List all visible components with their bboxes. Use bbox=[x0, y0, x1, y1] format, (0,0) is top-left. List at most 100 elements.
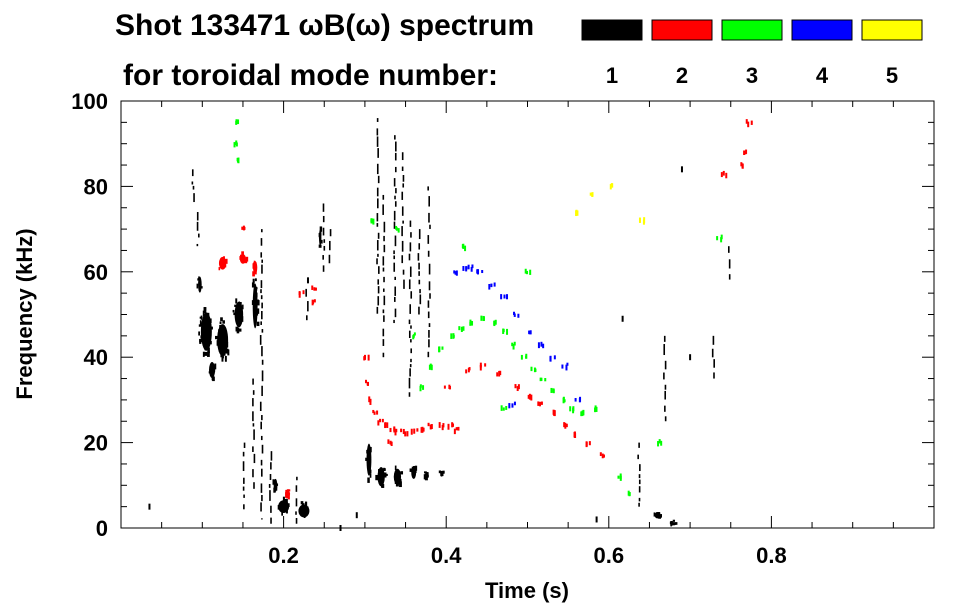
series-1-blob-1-speck bbox=[222, 348, 225, 355]
y-tick-label: 20 bbox=[84, 431, 108, 456]
series-1-streak-4 bbox=[261, 494, 263, 502]
series-3-point-0 bbox=[422, 385, 425, 390]
series-1-streak-4 bbox=[260, 483, 263, 493]
series-2-point-34 bbox=[722, 170, 725, 176]
series-4-point-3 bbox=[476, 269, 479, 274]
series-2-point-35 bbox=[743, 150, 746, 156]
series-1-blob-1-speck bbox=[219, 325, 222, 331]
series-1-streak-18 bbox=[664, 405, 666, 412]
series-2-point-4 bbox=[379, 418, 382, 423]
series-1-blob-2-speck bbox=[237, 305, 240, 311]
series-2-point-17 bbox=[484, 363, 487, 367]
series-4-point-7 bbox=[529, 330, 532, 335]
series-3-point-1 bbox=[429, 363, 432, 369]
series-1-blob-0-speck bbox=[206, 318, 209, 322]
series-3-point-14 bbox=[563, 399, 566, 403]
legend: 1 2 3 4 5 bbox=[581, 19, 923, 88]
series-1-streak-13 bbox=[401, 166, 404, 172]
series-1-streak-15 bbox=[418, 243, 421, 250]
series-1-blob-2-speck bbox=[239, 301, 242, 307]
series-1-streak-15 bbox=[419, 294, 422, 305]
series-1-streak-4 bbox=[259, 401, 262, 412]
series-1-blob-1-speck bbox=[221, 334, 224, 339]
series-3-point-23 bbox=[500, 405, 503, 411]
series-1-streak-15 bbox=[417, 253, 420, 261]
series-2-point-13 bbox=[452, 423, 455, 427]
series-1-streak-12 bbox=[394, 276, 396, 280]
series-3-point-6 bbox=[482, 316, 485, 321]
series-1-dot-6 bbox=[680, 166, 683, 173]
series-1-streak-14 bbox=[408, 377, 411, 389]
series-1-streak-13 bbox=[401, 191, 404, 200]
series-2-point-3 bbox=[373, 411, 376, 415]
series-2-point-16 bbox=[468, 367, 471, 371]
y-tick-label: 0 bbox=[96, 516, 108, 541]
series-1-blob-12-speck bbox=[395, 482, 399, 487]
series-2-point-10 bbox=[422, 427, 425, 432]
series-1-streak-4 bbox=[260, 435, 263, 441]
series-1-blob-17-speck bbox=[671, 521, 674, 524]
series-3-point-10 bbox=[525, 355, 528, 359]
series-1-streak-8 bbox=[323, 245, 326, 251]
series-1-streak-5 bbox=[268, 483, 271, 488]
series-1-streak-10 bbox=[377, 175, 380, 184]
series-1-streak-16 bbox=[427, 300, 430, 308]
series-1-streak-1 bbox=[198, 233, 200, 238]
series-1-streak-10 bbox=[376, 163, 379, 175]
series-2-point-24 bbox=[574, 433, 577, 438]
series-3-point-11 bbox=[530, 366, 533, 372]
series-1-streak-4 bbox=[261, 302, 263, 309]
series-1-blob-7-speck bbox=[304, 501, 308, 507]
series-1-streak-9 bbox=[329, 229, 332, 237]
series-2-point-11 bbox=[427, 422, 430, 427]
series-4-point-10 bbox=[561, 364, 564, 369]
series-1-streak-0 bbox=[192, 185, 195, 190]
chart-title-line2: for toroidal mode number: bbox=[123, 59, 498, 92]
series-1-streak-16 bbox=[428, 339, 430, 348]
series-1-blob-12-speck bbox=[399, 478, 402, 483]
series-1-streak-14 bbox=[408, 279, 411, 290]
series-1-blob-1-speck bbox=[219, 321, 222, 325]
series-1-streak-15 bbox=[418, 271, 420, 276]
series-1-blob-15-speck bbox=[440, 471, 443, 476]
series-1-streak-14 bbox=[410, 291, 413, 299]
series-1-blob-15-speck bbox=[438, 470, 442, 474]
series-1-blob-3-speck bbox=[251, 300, 255, 306]
series-1-blob-2-speck bbox=[234, 304, 237, 308]
series-1-streak-4 bbox=[260, 295, 263, 300]
series-1-blob-16-speck bbox=[660, 514, 662, 518]
series-3-point-21 bbox=[524, 268, 527, 274]
series-4-point-11 bbox=[508, 403, 511, 409]
series-2-point-12 bbox=[442, 423, 445, 428]
series-1 bbox=[148, 118, 731, 531]
series-1-streak-16 bbox=[427, 235, 430, 244]
series-2-point-23 bbox=[563, 422, 566, 428]
series-1-streak-11 bbox=[383, 276, 385, 283]
series-1-streak-10 bbox=[377, 286, 380, 294]
series-1-streak-12 bbox=[394, 152, 397, 161]
series-1-blob-6-speck bbox=[281, 510, 283, 516]
series-1-blob-5-speck bbox=[208, 371, 211, 374]
series-1-blob-13-speck bbox=[411, 466, 415, 472]
series-1-streak-0 bbox=[191, 181, 194, 185]
series-1-streak-4 bbox=[261, 370, 264, 382]
series-1-streak-10 bbox=[377, 279, 380, 285]
series-1-streak-16 bbox=[428, 196, 430, 207]
series-4-point-1 bbox=[465, 266, 468, 270]
legend-swatch-1 bbox=[581, 19, 643, 41]
series-4-point-10 bbox=[566, 362, 569, 366]
series-4-point-2 bbox=[471, 264, 474, 269]
series-1-streak-14 bbox=[409, 242, 412, 252]
series-1-streak-15 bbox=[418, 306, 420, 315]
series-1-streak-12 bbox=[393, 250, 395, 255]
series-1-streak-12 bbox=[394, 166, 397, 173]
series-4-point-12 bbox=[578, 398, 581, 403]
series-1-blob-4-speck bbox=[198, 287, 201, 291]
series-1-blob-4-speck bbox=[199, 286, 203, 289]
series-3-point-12 bbox=[544, 378, 547, 382]
series-1-blob-11-speck bbox=[384, 473, 387, 478]
series-1-blob-3-speck bbox=[252, 278, 255, 283]
series-2-point-19 bbox=[517, 384, 520, 390]
series-3-point-30 bbox=[716, 236, 719, 241]
series-3-point-19 bbox=[236, 157, 239, 162]
